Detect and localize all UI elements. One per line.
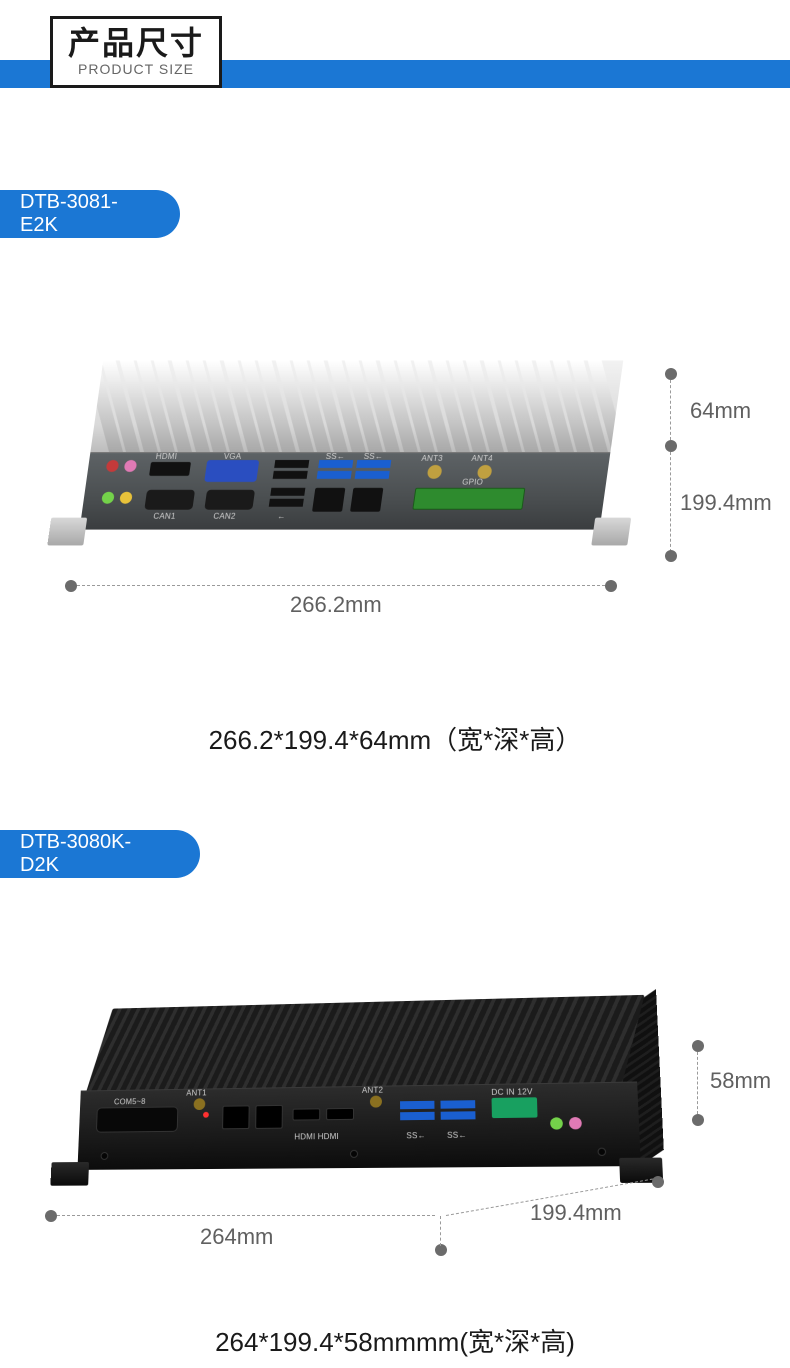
dimension-dot [652, 1176, 664, 1188]
port-label-ant2: ANT2 [362, 1086, 383, 1095]
hdmi-port-icon [149, 462, 191, 476]
product-1-dimensions-summary: 266.2*199.4*64mm（宽*深*高） [0, 720, 790, 757]
port-label-ant1: ANT1 [186, 1088, 207, 1097]
dimension-line [697, 1052, 698, 1114]
audio-jack-icon [550, 1117, 563, 1129]
dimension-dot [665, 368, 677, 380]
depth-dimension-label: 199.4mm [530, 1200, 622, 1226]
port-label-can2: CAN2 [213, 512, 236, 521]
dc-power-port-icon [492, 1097, 538, 1118]
product-1-figure: HDMI VGA CAN1 CAN2 ← SS← SS← ANT3 ANT4 G… [0, 320, 790, 640]
audio-jack-icon [569, 1117, 582, 1129]
dimension-line [77, 585, 605, 586]
width-dimension-label: 266.2mm [290, 592, 382, 618]
usb3-ports-icon [400, 1101, 435, 1123]
vga-port-icon [204, 460, 259, 482]
mounting-flange-left [47, 518, 87, 546]
dimension-dot [45, 1210, 57, 1222]
dimension-dot [692, 1040, 704, 1052]
mounting-hole-icon [350, 1150, 358, 1158]
port-label-ss1: SS← [325, 452, 346, 461]
port-label-vga: VGA [223, 452, 242, 461]
mounting-flange-left [50, 1162, 89, 1186]
dimension-line [57, 1215, 435, 1216]
header-title-cn: 产品尺寸 [68, 27, 204, 59]
ethernet-port-icon [312, 488, 345, 512]
port-label-ss1: SS← [406, 1131, 426, 1140]
dimension-line [440, 1216, 441, 1246]
ethernet-port-icon [222, 1105, 250, 1129]
section-header: 产品尺寸 PRODUCT SIZE [0, 60, 790, 88]
height-dimension-label: 58mm [710, 1068, 771, 1094]
port-label-ant4: ANT4 [471, 454, 494, 463]
dimension-dot [665, 440, 677, 452]
gpio-terminal-icon [412, 488, 525, 510]
usb3-ports-icon [354, 460, 391, 482]
port-label-ss2: SS← [363, 452, 384, 461]
usb3-ports-icon [316, 460, 353, 482]
dimension-line [670, 452, 671, 552]
header-title-box: 产品尺寸 PRODUCT SIZE [50, 16, 222, 88]
width-dimension-label: 264mm [200, 1224, 273, 1250]
antenna-connector-icon [370, 1096, 382, 1108]
port-label-usb: ← [277, 512, 286, 521]
port-label-ant3: ANT3 [421, 454, 444, 463]
port-label-hdmi: HDMI HDMI [294, 1132, 339, 1141]
usb2-ports-icon [272, 460, 309, 482]
product-model-badge-1: DTB-3081-E2K [0, 190, 180, 238]
port-label-dc: DC IN 12V [491, 1087, 533, 1097]
product-model-badge-2: DTB-3080K-D2K [0, 830, 200, 878]
port-label-can1: CAN1 [153, 512, 176, 521]
usb2-ports-icon [268, 488, 305, 510]
height-dimension-label: 64mm [690, 398, 751, 424]
product-2-dimensions-summary: 264*199.4*58mmmm(宽*深*高) [0, 1322, 790, 1359]
db25-port-icon [96, 1106, 178, 1132]
product-2-figure: COM5~8 ANT1 HDMI HDMI ANT2 SS← SS← DC IN… [0, 960, 790, 1280]
heatsink-top [85, 995, 644, 1094]
dimension-dot [65, 580, 77, 592]
port-label-ss2: SS← [447, 1131, 467, 1140]
dimension-dot [435, 1244, 447, 1256]
dimension-dot [692, 1114, 704, 1126]
port-label-com: COM5~8 [114, 1097, 146, 1106]
heatsink-fins [90, 361, 623, 452]
header-title-en: PRODUCT SIZE [78, 61, 194, 77]
usb3-ports-icon [440, 1100, 475, 1123]
hdmi-port-icon [293, 1108, 321, 1120]
port-label-hdmi: HDMI [155, 452, 178, 461]
serial-port-icon [144, 490, 195, 510]
serial-port-icon [204, 490, 255, 510]
dimension-line [670, 380, 671, 440]
depth-dimension-label: 199.4mm [680, 490, 772, 516]
dimension-dot [665, 550, 677, 562]
mounting-hole-icon [597, 1148, 606, 1156]
mounting-flange-right [591, 518, 631, 546]
ethernet-port-icon [350, 488, 383, 512]
port-label-gpio: GPIO [462, 478, 484, 487]
ethernet-port-icon [255, 1105, 283, 1129]
device-illustration-silver: HDMI VGA CAN1 CAN2 ← SS← SS← ANT3 ANT4 G… [77, 361, 624, 550]
device-illustration-black: COM5~8 ANT1 HDMI HDMI ANT2 SS← SS← DC IN… [76, 995, 642, 1201]
dimension-dot [605, 580, 617, 592]
hdmi-port-icon [326, 1108, 354, 1120]
